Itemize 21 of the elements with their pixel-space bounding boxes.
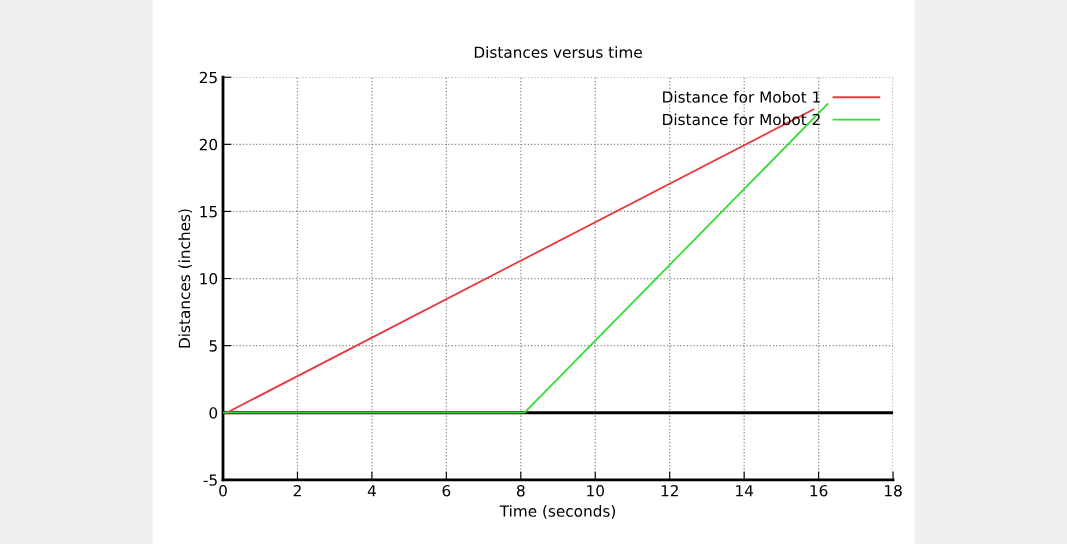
x-tick-label: 16 <box>810 484 828 497</box>
x-tick-label: 12 <box>661 484 678 497</box>
x-tick-label: 2 <box>293 484 301 497</box>
x-tick-label: 6 <box>442 484 451 497</box>
x-axis-title: Time (seconds) <box>499 505 616 519</box>
x-tick-label: 8 <box>516 484 525 497</box>
y-tick-label: 5 <box>209 340 217 352</box>
x-tick-label: 10 <box>587 484 604 497</box>
y-tick-label: -5 <box>203 474 217 486</box>
y-tick-label: 20 <box>199 138 218 151</box>
y-tick-label: 0 <box>209 407 218 419</box>
y-axis-title: Distances (inches) <box>178 209 192 348</box>
y-tick-label: 15 <box>200 206 217 218</box>
x-tick-label: 18 <box>885 484 902 497</box>
legend-label: Distance for Mobot 1 <box>663 91 820 103</box>
y-tick-label: 25 <box>199 71 217 84</box>
y-tick-label: 10 <box>200 272 218 285</box>
x-tick-label: 14 <box>736 485 754 497</box>
x-tick-label: 0 <box>219 484 227 497</box>
chart-title: Distances versus time <box>474 46 642 59</box>
x-tick-label: 4 <box>367 485 376 497</box>
